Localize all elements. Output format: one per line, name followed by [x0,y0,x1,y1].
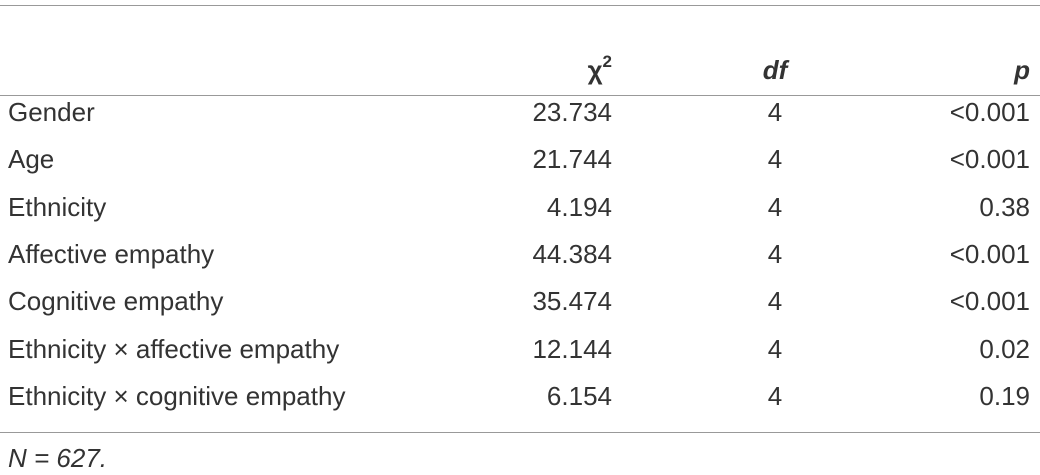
row-value: 4 [767,380,783,411]
row-value: 0.19 [979,380,1030,411]
row-label: Age [8,144,55,175]
row-value: <0.001 [949,144,1030,175]
header-p: p [1014,55,1030,85]
row-value: 4 [767,333,783,364]
table-note: N = 627. [8,443,108,473]
header-rule [0,95,1040,96]
row-label: Ethnicity × cognitive empathy [8,380,346,411]
row-value: 4 [767,238,783,269]
row-value: 0.38 [979,191,1030,222]
bottom-rule [0,432,1040,433]
row-value: 12.144 [532,333,612,364]
row-value: 35.474 [532,286,612,317]
row-value: <0.001 [949,97,1030,127]
row-label: Cognitive empathy [8,286,224,317]
header-chi: χ2 [587,52,612,85]
top-rule [0,5,1040,6]
row-label: Affective empathy [8,238,215,269]
header-df: df [762,55,788,85]
row-value: <0.001 [949,286,1030,317]
row-value: 21.744 [532,144,612,175]
row-value: 4 [767,97,783,127]
header-chi-sup: 2 [602,52,612,71]
row-value: 4 [767,286,783,317]
row-value: 44.384 [532,238,612,269]
row-label: Gender [8,97,95,127]
row-value: <0.001 [949,238,1030,269]
row-label: Ethnicity × affective empathy [8,333,340,364]
row-label: Ethnicity [8,191,107,222]
row-value: 23.734 [532,97,612,127]
header-chi-symbol: χ [587,55,603,85]
row-value: 0.02 [979,333,1030,364]
row-value: 6.154 [546,380,612,411]
row-value: 4 [767,191,783,222]
row-value: 4.194 [546,191,612,222]
row-value: 4 [767,144,783,175]
